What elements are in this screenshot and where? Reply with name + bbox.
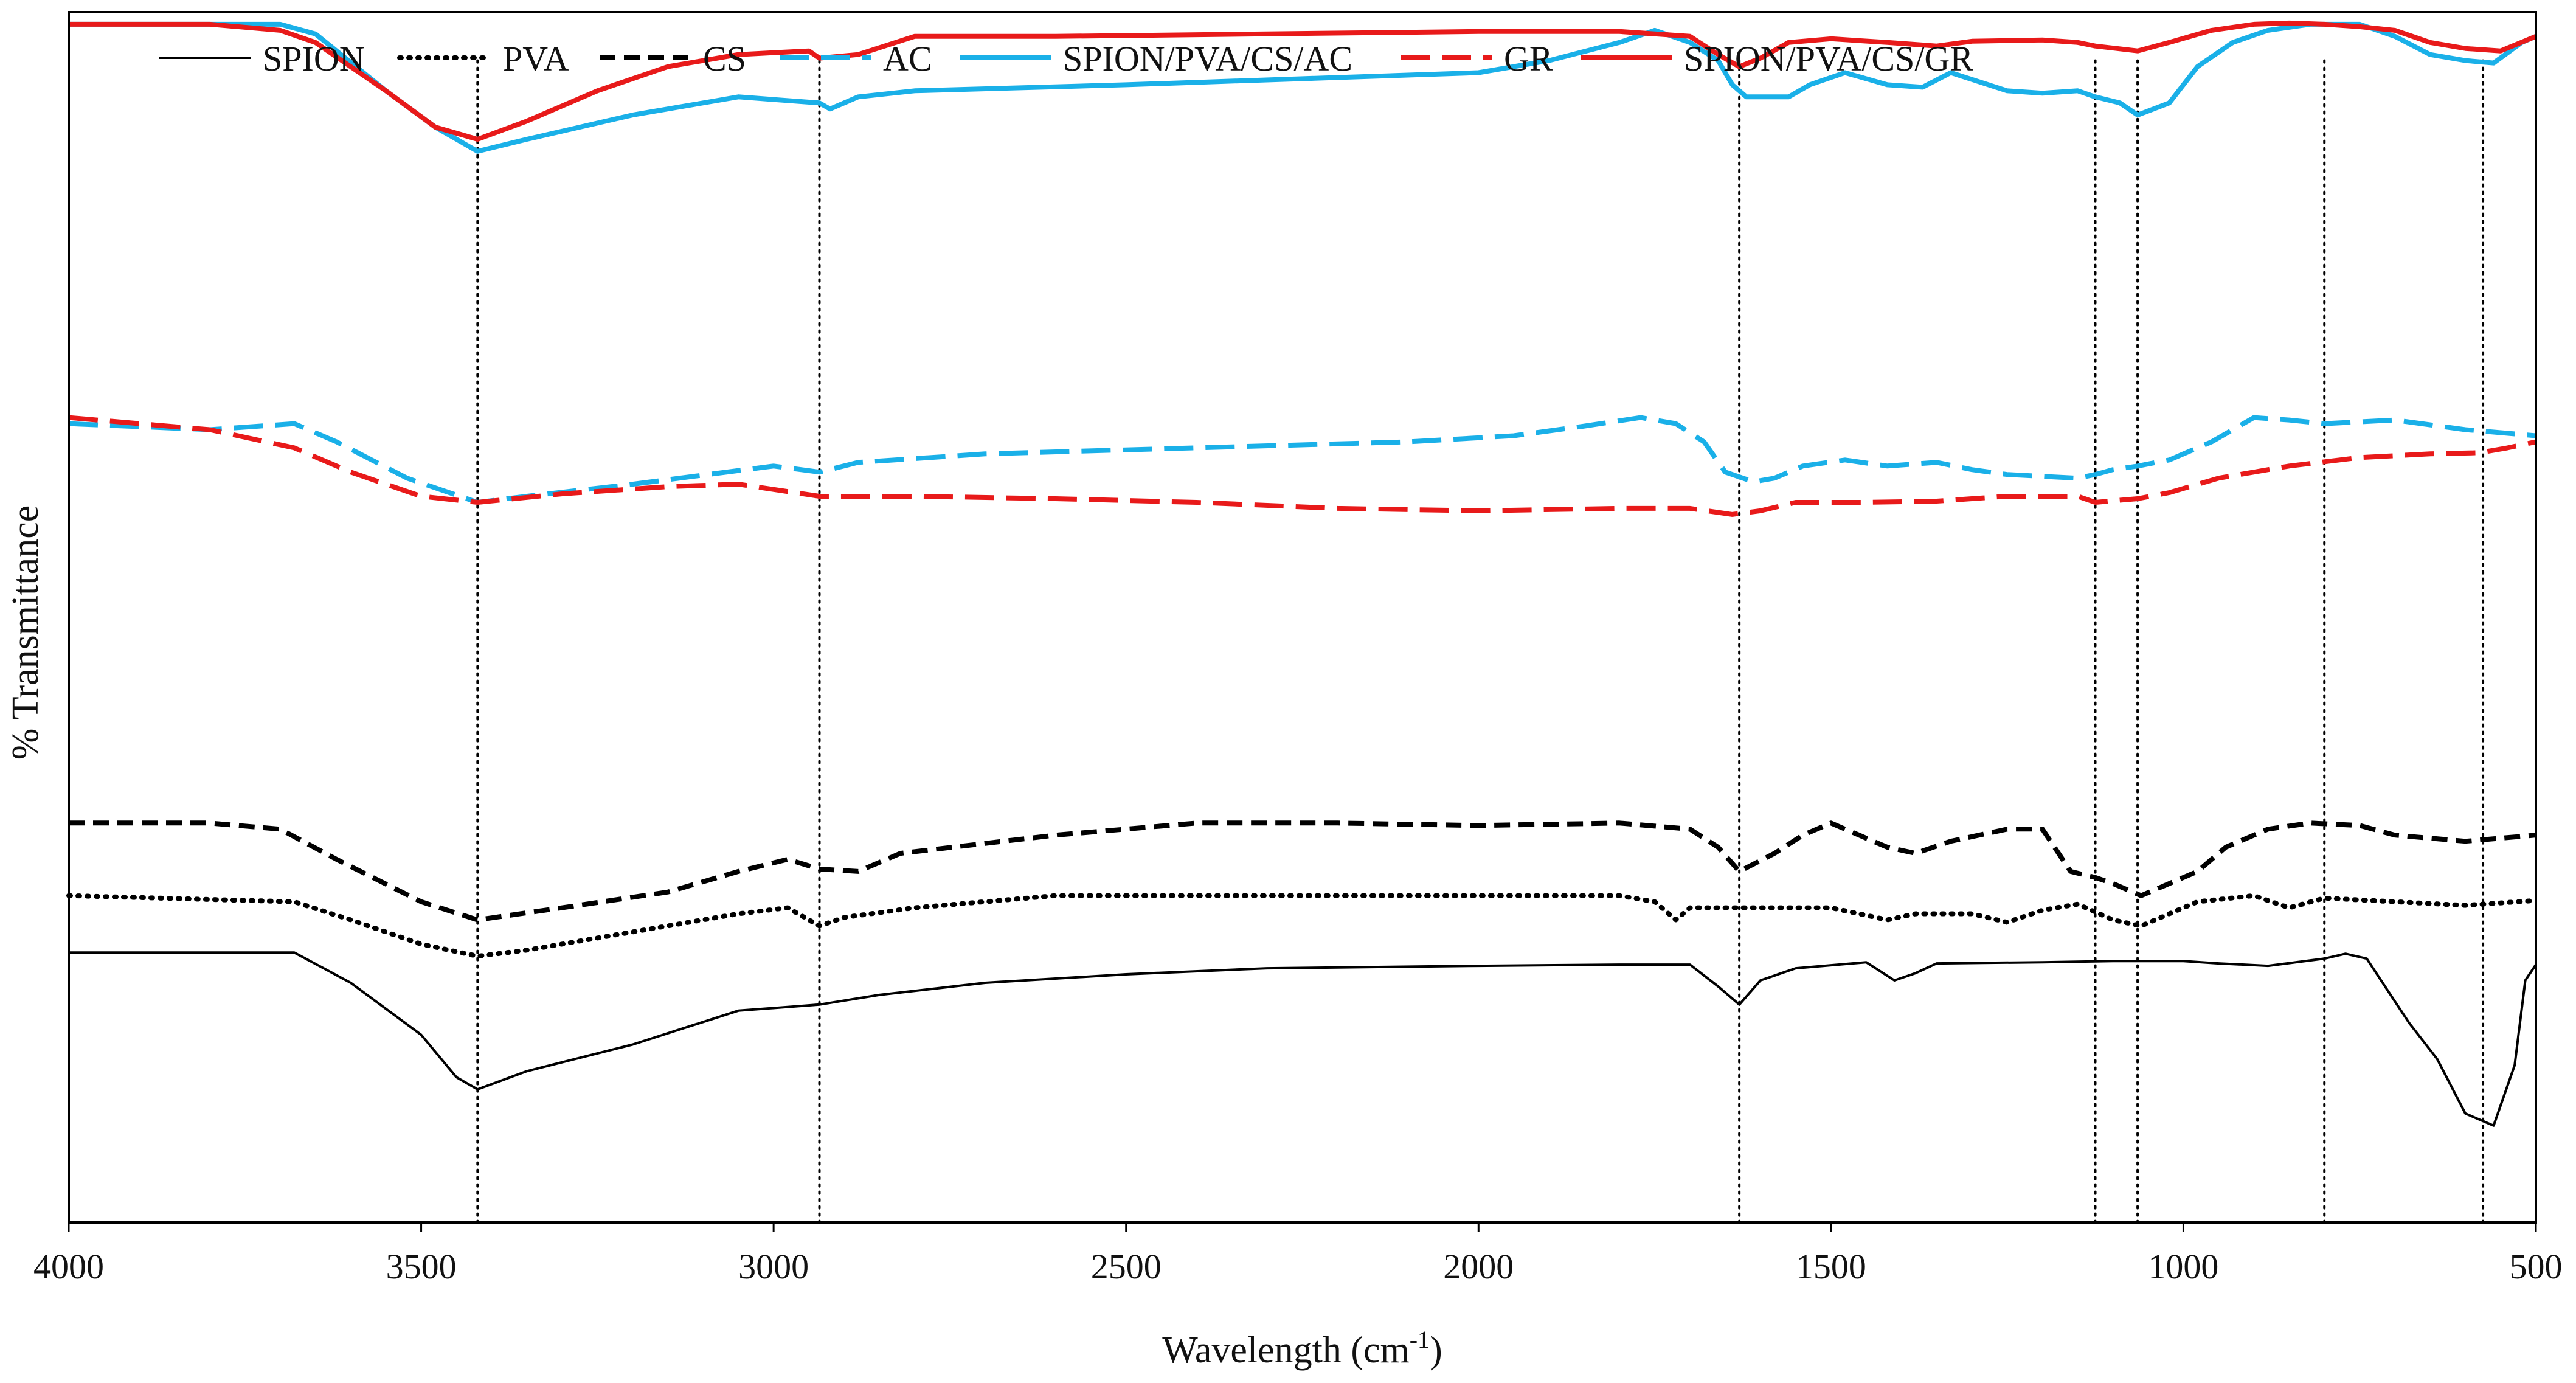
x-tick-label-2000: 2000 [1443,1247,1514,1286]
y-axis-label: % Transmittance [5,505,46,760]
x-tick-label-2500: 2500 [1091,1247,1162,1286]
series-line-spion-pva-cs-ac [69,21,2537,154]
x-tick-label-500: 500 [2510,1247,2563,1286]
legend-label-ac: AC [883,39,932,78]
series-layer [66,20,2538,1127]
reference-lines [476,59,2485,1224]
x-tick-label-1000: 1000 [2148,1247,2218,1286]
legend-label-gr: GR [1504,39,1553,78]
legend-label-spion: SPION [263,39,365,78]
series-line-spion [69,951,2537,1127]
x-tick-label-1500: 1500 [1796,1247,1866,1286]
x-axis-label: Wavelength (cm-1) [1162,1326,1442,1371]
x-tick-label-3500: 3500 [386,1247,457,1286]
x-axis-ticks: 4000 3500 3000 2500 2000 1500 1000 500 [33,1222,2563,1286]
series-line-spion-pva-cs-gr [69,20,2537,142]
series-line-ac [68,415,2536,505]
legend-label-spion-pva-cs-ac: SPION/PVA/CS/AC [1063,39,1352,78]
legend-label-cs: CS [703,39,746,78]
x-tick-label-4000: 4000 [33,1247,104,1286]
legend: SPION PVA CS AC SPION/PVA/CS/AC GR SPION/PVA/C… [159,39,1973,78]
series-line-pva [66,893,2538,959]
x-tick-label-3000: 3000 [738,1247,809,1286]
legend-label-spion-pva-cs-gr: SPION/PVA/CS/GR [1684,39,1973,78]
legend-label-pva: PVA [503,39,569,78]
series-line-gr [68,415,2536,517]
plot-frame [68,11,2537,1224]
series-line-cs [69,820,2536,923]
